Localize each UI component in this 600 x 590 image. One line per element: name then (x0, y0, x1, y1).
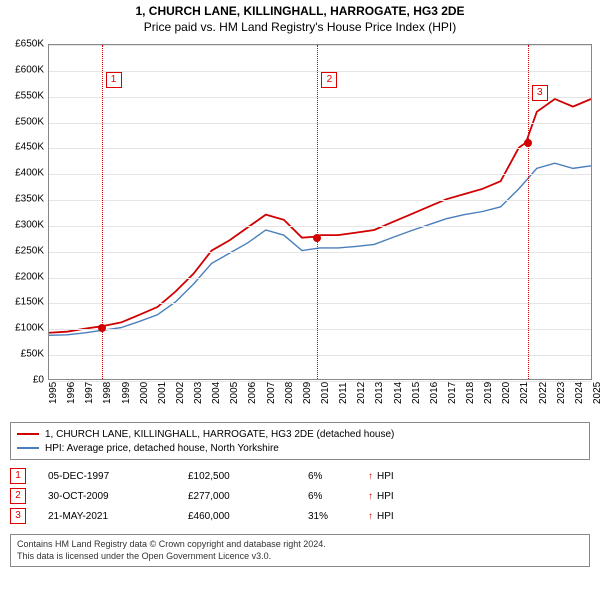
legend-swatch (17, 447, 39, 449)
xtick-label: 2025 (592, 382, 600, 404)
legend-label: 1, CHURCH LANE, KILLINGHALL, HARROGATE, … (45, 429, 394, 440)
legend-swatch (17, 433, 39, 435)
sale-pct: 6% (308, 491, 368, 502)
sale-suffix: HPI (377, 471, 394, 482)
ytick-label: £450K (0, 142, 44, 153)
sale-pct: 6% (308, 471, 368, 482)
ytick-label: £150K (0, 297, 44, 308)
ytick-label: £50K (0, 349, 44, 360)
sale-row: 2 30-OCT-2009£277,0006%↑ HPI (10, 486, 590, 506)
ytick-label: £350K (0, 194, 44, 205)
sale-row: 3 21-MAY-2021£460,00031%↑ HPI (10, 506, 590, 526)
titles: 1, CHURCH LANE, KILLINGHALL, HARROGATE, … (0, 0, 600, 34)
gridline (49, 252, 591, 253)
sale-price: £277,000 (188, 491, 308, 502)
sale-date: 21-MAY-2021 (48, 511, 188, 522)
gridline (49, 174, 591, 175)
title-main: 1, CHURCH LANE, KILLINGHALL, HARROGATE, … (0, 4, 600, 18)
ytick-label: £400K (0, 168, 44, 179)
series-line (49, 99, 591, 333)
marker-dot (313, 234, 321, 242)
ytick-label: £300K (0, 219, 44, 230)
sale-row: 1 05-DEC-1997£102,5006%↑ HPI (10, 466, 590, 486)
arrow-up-icon: ↑ (368, 491, 373, 502)
ytick-label: £600K (0, 64, 44, 75)
sale-date: 05-DEC-1997 (48, 471, 188, 482)
gridline (49, 148, 591, 149)
sale-pct: 31% (308, 511, 368, 522)
footer-line1: Contains HM Land Registry data © Crown c… (17, 539, 583, 551)
arrow-up-icon: ↑ (368, 511, 373, 522)
legend-row: HPI: Average price, detached house, Nort… (17, 441, 583, 455)
legend: 1, CHURCH LANE, KILLINGHALL, HARROGATE, … (10, 422, 590, 460)
ytick-label: £100K (0, 323, 44, 334)
gridline (49, 123, 591, 124)
sale-badge: 1 (10, 468, 26, 484)
footer: Contains HM Land Registry data © Crown c… (10, 534, 590, 567)
marker-line (528, 45, 529, 379)
ytick-label: £250K (0, 245, 44, 256)
sale-suffix: HPI (377, 491, 394, 502)
plot: 1 2 3 (48, 44, 592, 380)
marker-badge: 3 (532, 85, 548, 101)
gridline (49, 200, 591, 201)
arrow-up-icon: ↑ (368, 471, 373, 482)
sale-price: £460,000 (188, 511, 308, 522)
marker-dot (524, 139, 532, 147)
sale-price: £102,500 (188, 471, 308, 482)
marker-badge: 2 (321, 72, 337, 88)
ytick-label: £550K (0, 90, 44, 101)
sale-date: 30-OCT-2009 (48, 491, 188, 502)
ytick-label: £0 (0, 375, 44, 386)
gridline (49, 278, 591, 279)
marker-line (317, 45, 318, 379)
gridline (49, 45, 591, 46)
legend-row: 1, CHURCH LANE, KILLINGHALL, HARROGATE, … (17, 427, 583, 441)
sale-table: 105-DEC-1997£102,5006%↑HPI230-OCT-2009£2… (10, 466, 590, 526)
gridline (49, 303, 591, 304)
sale-badge: 3 (10, 508, 26, 524)
gridline (49, 355, 591, 356)
gridline (49, 226, 591, 227)
title-sub: Price paid vs. HM Land Registry's House … (0, 20, 600, 34)
gridline (49, 71, 591, 72)
ytick-label: £650K (0, 39, 44, 50)
legend-label: HPI: Average price, detached house, Nort… (45, 443, 279, 454)
ytick-label: £200K (0, 271, 44, 282)
marker-dot (98, 324, 106, 332)
footer-line2: This data is licensed under the Open Gov… (17, 551, 583, 563)
gridline (49, 329, 591, 330)
chart-container: 1, CHURCH LANE, KILLINGHALL, HARROGATE, … (0, 0, 600, 590)
series-line (49, 163, 591, 335)
sale-badge: 2 (10, 488, 26, 504)
sale-suffix: HPI (377, 511, 394, 522)
ytick-label: £500K (0, 116, 44, 127)
gridline (49, 97, 591, 98)
marker-badge: 1 (106, 72, 122, 88)
chart-area: 1 2 3 £0 £50K £100K £150K £200K £250K £300K £350K… (0, 40, 600, 420)
